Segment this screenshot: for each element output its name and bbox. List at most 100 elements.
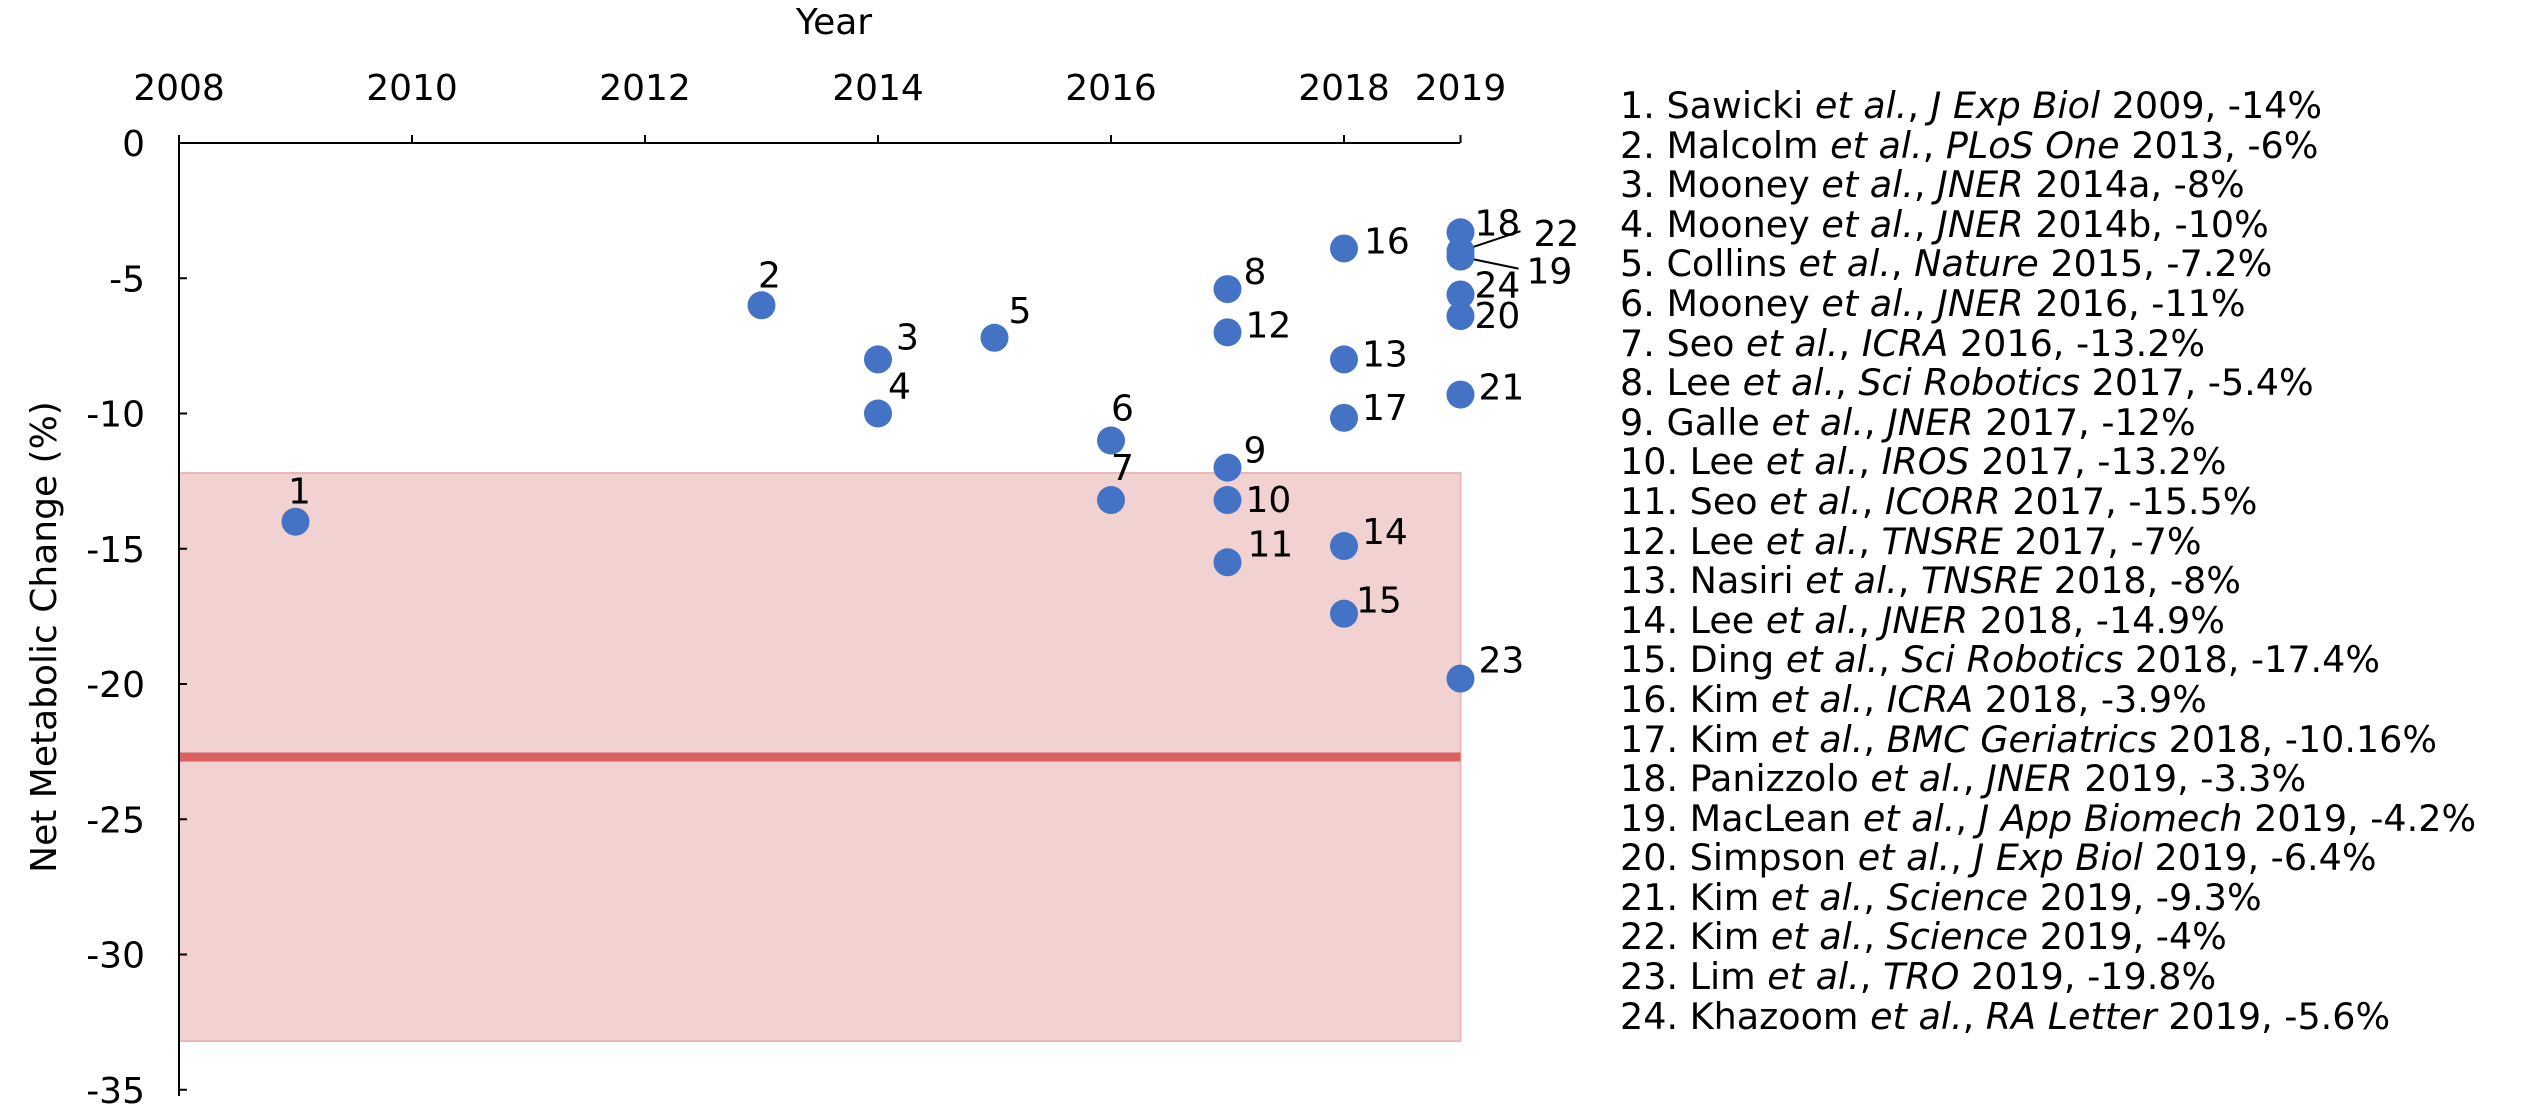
legend-etal: et al. bbox=[1765, 519, 1859, 563]
legend-rest: 2019, -3.3% bbox=[2072, 757, 2307, 801]
point-label-3: 3 bbox=[896, 317, 919, 358]
legend-etal: et al. bbox=[1770, 915, 1864, 959]
x-tick-label: 2008 bbox=[133, 68, 225, 109]
legend-number: 12. bbox=[1620, 519, 1690, 563]
data-point-2 bbox=[747, 291, 776, 320]
legend-number: 4. bbox=[1620, 202, 1667, 246]
legend-journal: TNSRE bbox=[1920, 559, 2043, 603]
legend-rest: 2014b, -10% bbox=[2023, 202, 2269, 246]
point-label-9: 9 bbox=[1244, 431, 1267, 472]
legend-item: 6. Mooney et al., JNER 2016, -11% bbox=[1620, 284, 2476, 324]
legend-sep: , bbox=[1922, 123, 1946, 167]
legend-sep: , bbox=[1863, 915, 1887, 959]
legend-etal: et al. bbox=[1770, 677, 1864, 721]
legend-item: 13. Nasiri et al., TNSRE 2018, -8% bbox=[1620, 561, 2476, 601]
legend-author: Kim bbox=[1689, 915, 1771, 959]
data-point-14 bbox=[1330, 532, 1358, 561]
legend-etal: et al. bbox=[1870, 757, 1963, 801]
point-label-5: 5 bbox=[1009, 291, 1032, 332]
legend-item: 2. Malcolm et al., PLoS One 2013, -6% bbox=[1620, 123, 2476, 167]
legend-journal: JNER bbox=[1937, 202, 2024, 246]
legend-author: Seo bbox=[1689, 479, 1770, 523]
legend-author: Ding bbox=[1689, 638, 1786, 682]
legend-item: 21. Kim et al., Science 2019, -9.3% bbox=[1620, 878, 2476, 918]
legend-sep: , bbox=[1858, 519, 1882, 563]
legend-number: 16. bbox=[1620, 677, 1690, 721]
data-point-6 bbox=[1097, 426, 1125, 455]
data-point-12 bbox=[1213, 318, 1242, 347]
point-label-2: 2 bbox=[758, 255, 781, 296]
legend-sep: , bbox=[1863, 400, 1888, 444]
legend-item: 19. MacLean et al., J App Biomech 2019, … bbox=[1620, 796, 2477, 840]
legend-etal: et al. bbox=[1798, 242, 1891, 286]
y-tick-label: -10 bbox=[86, 395, 145, 436]
x-tick-label: 2012 bbox=[599, 68, 691, 109]
legend-author: Mooney bbox=[1666, 163, 1822, 207]
legend-journal: Science bbox=[1886, 915, 2029, 959]
legend-journal: J Exp Biol bbox=[1930, 84, 2101, 127]
legend-number: 11. bbox=[1620, 479, 1690, 523]
legend-rest: 2017, -5.4% bbox=[2080, 361, 2314, 405]
legend-rest: 2018, -8% bbox=[2042, 559, 2241, 603]
legend-rest: 2017, -13.2% bbox=[1969, 440, 2227, 484]
legend-rest: 2018, -10.16% bbox=[2157, 717, 2438, 761]
legend-number: 13. bbox=[1620, 559, 1690, 603]
legend-number: 2. bbox=[1620, 123, 1667, 167]
legend-sep: , bbox=[1962, 757, 1987, 801]
legend-item: 4. Mooney et al., JNER 2014b, -10% bbox=[1620, 202, 2476, 246]
data-point-21 bbox=[1446, 380, 1475, 409]
data-point-9 bbox=[1213, 453, 1242, 482]
legend-journal: JNER bbox=[1881, 598, 1969, 642]
legend: 1. Sawicki et al., J Exp Biol 2009, -14%… bbox=[1620, 86, 2476, 1036]
legend-author: Lee bbox=[1666, 361, 1743, 405]
y-tick-label: -15 bbox=[86, 530, 145, 571]
point-label-6: 6 bbox=[1111, 389, 1134, 430]
legend-sep: , bbox=[1897, 559, 1921, 603]
legend-etal: et al. bbox=[1770, 717, 1864, 761]
legend-sep: , bbox=[1858, 440, 1882, 484]
legend-rest: 2016, -11% bbox=[2023, 281, 2246, 325]
point-label-22: 22 bbox=[1534, 214, 1580, 255]
y-tick-label: 0 bbox=[122, 124, 145, 165]
legend-author: Lim bbox=[1689, 955, 1768, 999]
data-point-15 bbox=[1330, 599, 1358, 628]
legend-sep: , bbox=[1838, 321, 1862, 365]
point-label-1: 1 bbox=[288, 472, 311, 513]
legend-etal: et al. bbox=[1821, 202, 1914, 246]
point-label-10: 10 bbox=[1246, 480, 1292, 521]
legend-author: Sawicki bbox=[1666, 84, 1815, 127]
legend-item: 20. Simpson et al., J Exp Biol 2019, -6.… bbox=[1620, 838, 2476, 878]
x-tick-label: 2018 bbox=[1298, 68, 1390, 109]
data-points bbox=[281, 218, 1475, 693]
legend-journal: JNER bbox=[1937, 163, 2024, 207]
legend-item: 23. Lim et al., TRO 2019, -19.8% bbox=[1620, 957, 2476, 997]
scatter-chart: 2008 2010 2012 2014 2016 2018 2019 0-5-10-15-2… bbox=[24, 2, 1580, 1112]
x-tick-label: 2016 bbox=[1065, 68, 1157, 109]
legend-number: 22. bbox=[1620, 915, 1690, 959]
legend-number: 9. bbox=[1620, 400, 1667, 444]
legend-rest: 2018, -14.9% bbox=[1968, 598, 2225, 642]
x-tick-label: 2019 bbox=[1415, 68, 1507, 109]
legend-journal: J Exp Biol bbox=[1973, 836, 2143, 880]
legend-journal: TRO bbox=[1883, 955, 1960, 999]
legend-rest: 2014a, -8% bbox=[2023, 163, 2245, 207]
legend-journal: ICORR bbox=[1884, 479, 2001, 523]
legend-etal: et al. bbox=[1857, 836, 1951, 880]
point-label-15: 15 bbox=[1356, 581, 1402, 622]
legend-item: 7. Seo et al., ICRA 2016, -13.2% bbox=[1620, 321, 2476, 365]
legend-rest: 2019, -6.4% bbox=[2142, 836, 2377, 880]
legend-journal: RA Letter bbox=[1985, 994, 2157, 1038]
x-tick-label: 2010 bbox=[366, 68, 458, 109]
data-point-20 bbox=[1446, 302, 1475, 331]
legend-etal: et al. bbox=[1765, 598, 1859, 642]
legend-sep: , bbox=[1913, 163, 1938, 207]
legend-etal: et al. bbox=[1767, 955, 1860, 999]
legend-author: Lee bbox=[1689, 519, 1766, 563]
data-point-23 bbox=[1446, 664, 1475, 693]
legend-number: 14. bbox=[1620, 598, 1690, 642]
legend-rest: 2019, -4.2% bbox=[2242, 796, 2477, 840]
legend-sep: , bbox=[1861, 479, 1885, 523]
legend-item: 9. Galle et al., JNER 2017, -12% bbox=[1620, 400, 2476, 444]
legend-sep: , bbox=[1835, 361, 1859, 405]
legend-item: 16. Kim et al., ICRA 2018, -3.9% bbox=[1620, 680, 2476, 720]
